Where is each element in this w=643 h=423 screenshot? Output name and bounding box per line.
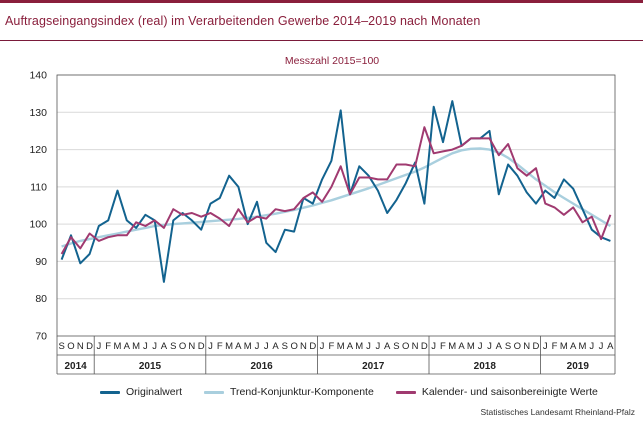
- x-tick-label: J: [487, 341, 492, 352]
- legend-item-trend: Trend-Konjunktur-Komponente: [204, 386, 374, 398]
- x-tick-label: J: [208, 341, 213, 352]
- x-tick-label: N: [412, 341, 419, 352]
- x-tick-label: J: [96, 341, 101, 352]
- x-tick-label: D: [533, 341, 540, 352]
- x-tick-label: N: [523, 341, 530, 352]
- x-tick-label: J: [431, 341, 436, 352]
- title-divider: [0, 40, 643, 41]
- x-tick-label: S: [58, 341, 64, 352]
- x-tick-label: O: [67, 341, 74, 352]
- x-tick-label: N: [77, 341, 84, 352]
- x-tick-label: O: [514, 341, 521, 352]
- x-tick-label: A: [235, 341, 242, 352]
- x-tick-label: J: [264, 341, 269, 352]
- x-tick-label: M: [467, 341, 475, 352]
- x-tick-label: S: [505, 341, 511, 352]
- x-tick-label: S: [393, 341, 399, 352]
- y-tick-label: 140: [29, 70, 47, 82]
- y-tick-label: 90: [35, 256, 47, 268]
- legend: Originalwert Trend-Konjunktur-Komponente…: [100, 385, 620, 399]
- series-line-original: [60, 100, 611, 283]
- x-tick-label: M: [560, 341, 568, 352]
- page-title: Auftragseingangsindex (real) im Verarbei…: [5, 14, 481, 28]
- legend-swatch-trend: [204, 390, 225, 394]
- year-label: 2016: [250, 361, 273, 372]
- x-tick-label: A: [347, 341, 354, 352]
- x-tick-label: J: [543, 341, 548, 352]
- y-tick-label: 120: [29, 144, 47, 156]
- source-note: Statistisches Landesamt Rheinland-Pfalz: [480, 407, 636, 417]
- y-tick-label: 100: [29, 219, 47, 231]
- x-tick-label: N: [300, 341, 307, 352]
- x-tick-label: O: [290, 341, 297, 352]
- legend-item-adjusted: Kalender- und saisonbereinigte Werte: [395, 386, 598, 398]
- top-accent-bar: [0, 0, 643, 3]
- x-tick-label: A: [458, 341, 465, 352]
- x-tick-label: J: [478, 341, 483, 352]
- x-tick-label: D: [421, 341, 428, 352]
- year-label: 2014: [64, 361, 87, 372]
- x-tick-label: M: [225, 341, 233, 352]
- axes: [56, 74, 616, 375]
- x-tick-label: A: [161, 341, 168, 352]
- x-tick-label: M: [578, 341, 586, 352]
- x-tick-label: J: [320, 341, 325, 352]
- x-tick-label: O: [179, 341, 186, 352]
- legend-swatch-adjusted: [395, 390, 416, 394]
- y-tick-label: 80: [35, 293, 47, 305]
- x-tick-label: D: [198, 341, 205, 352]
- x-tick-label: J: [255, 341, 260, 352]
- x-tick-label: J: [589, 341, 594, 352]
- x-tick-label: J: [152, 341, 157, 352]
- gridlines: [57, 74, 615, 300]
- x-tick-label: A: [124, 341, 131, 352]
- x-tick-label: M: [113, 341, 121, 352]
- x-tick-label: S: [282, 341, 288, 352]
- x-tick-label: F: [552, 341, 558, 352]
- year-label: 2015: [139, 361, 162, 372]
- x-tick-label: J: [366, 341, 371, 352]
- x-tick-label: F: [217, 341, 223, 352]
- x-tick-label: J: [375, 341, 380, 352]
- legend-label-trend: Trend-Konjunktur-Komponente: [230, 386, 374, 398]
- series-lines: [60, 100, 612, 283]
- legend-item-original: Originalwert: [100, 386, 182, 398]
- x-tick-label: N: [188, 341, 195, 352]
- x-tick-label: D: [86, 341, 93, 352]
- x-tick-label: M: [244, 341, 252, 352]
- legend-swatch-original: [100, 390, 120, 394]
- x-tick-label: A: [272, 341, 279, 352]
- year-label: 2019: [567, 361, 590, 372]
- y-tick-label: 110: [30, 181, 47, 193]
- x-tick-label: A: [570, 341, 577, 352]
- x-tick-label: F: [105, 341, 111, 352]
- x-tick-label: M: [337, 341, 345, 352]
- x-tick-label: M: [355, 341, 363, 352]
- x-tick-label: J: [599, 341, 604, 352]
- x-tick-label: A: [496, 341, 503, 352]
- series-line-trend: [61, 147, 612, 248]
- y-tick-label: 70: [35, 331, 47, 343]
- legend-label-adjusted: Kalender- und saisonbereinigte Werte: [421, 386, 598, 398]
- x-tick-label: F: [440, 341, 446, 352]
- x-tick-label: A: [607, 341, 614, 352]
- x-tick-label: O: [402, 341, 409, 352]
- series-line-adjusted: [60, 126, 612, 255]
- x-tick-label: M: [448, 341, 456, 352]
- year-label: 2017: [362, 361, 385, 372]
- x-tick-label: M: [132, 341, 140, 352]
- x-tick-label: F: [328, 341, 334, 352]
- plot-frame: [56, 74, 616, 337]
- x-tick-label: S: [170, 341, 176, 352]
- x-tick-label: A: [384, 341, 391, 352]
- y-tick-label: 130: [29, 107, 47, 119]
- chart-subtitle: Messzahl 2015=100: [285, 55, 379, 67]
- x-tick-label: J: [143, 341, 148, 352]
- x-tick-label: D: [309, 341, 316, 352]
- year-label: 2018: [474, 361, 497, 372]
- legend-label-original: Originalwert: [126, 386, 183, 398]
